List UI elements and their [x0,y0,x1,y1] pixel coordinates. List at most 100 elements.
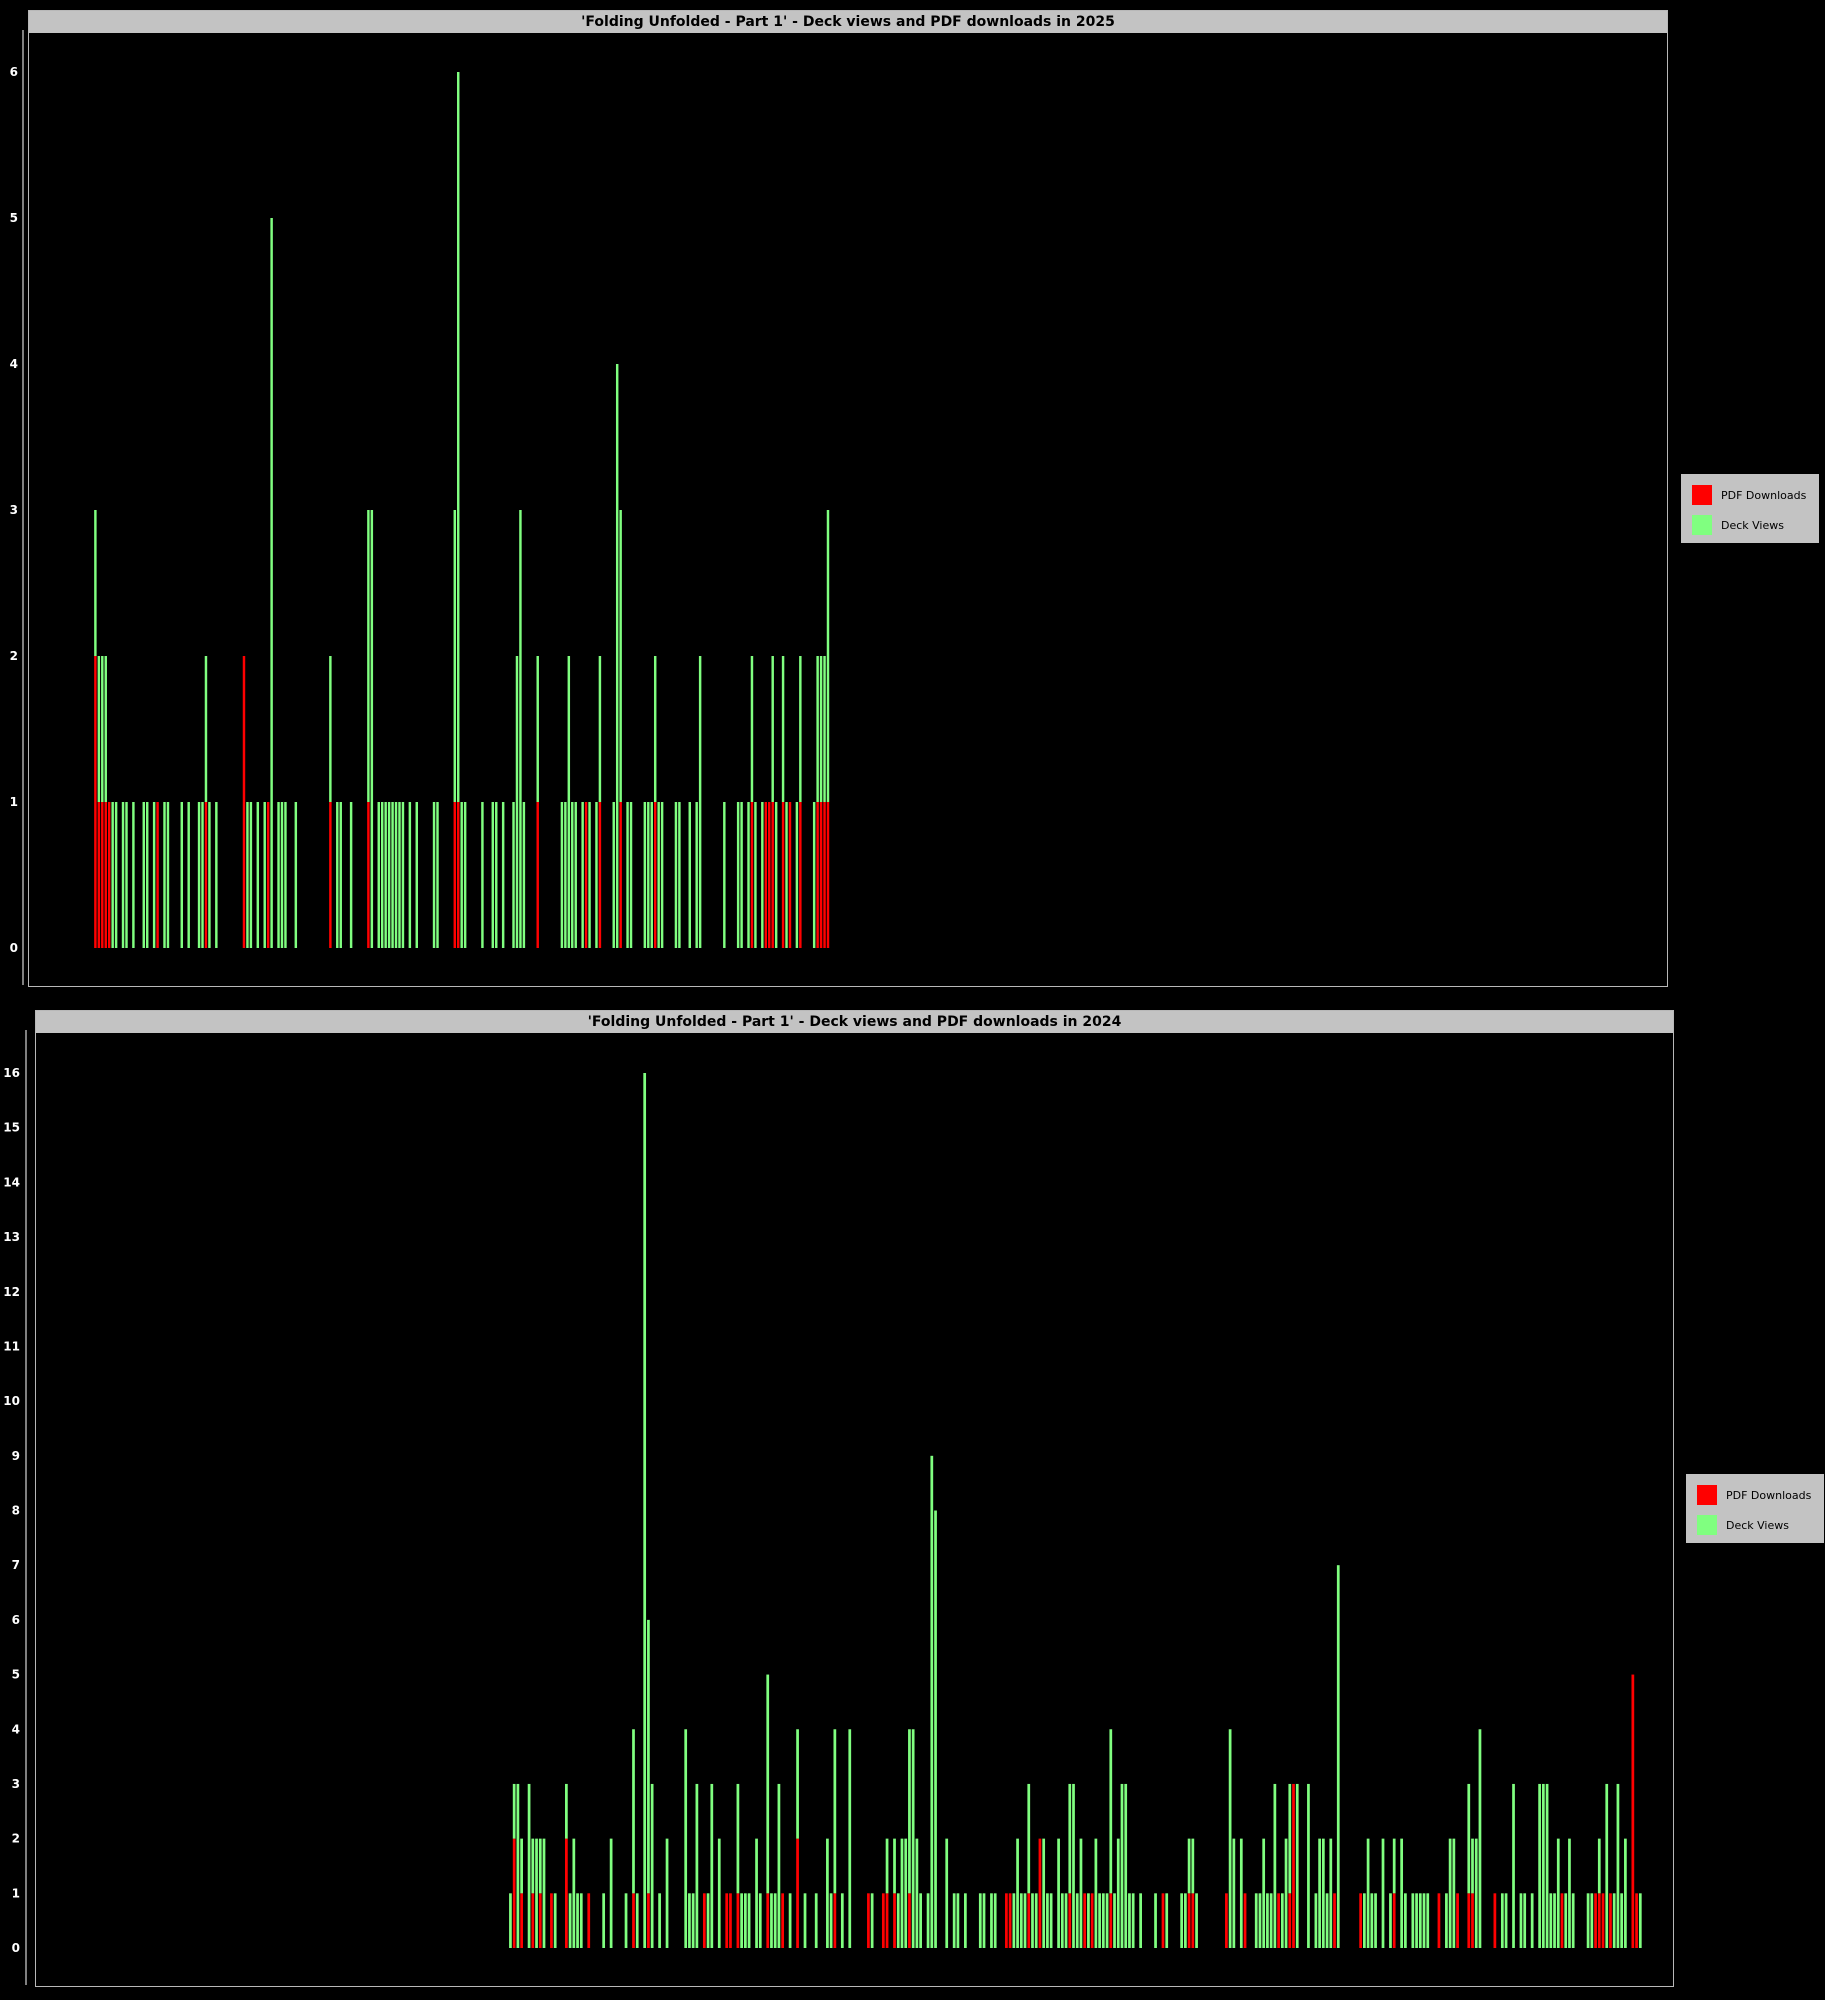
bar-deck-views [1124,1783,1128,1948]
bar-deck-views [978,1893,982,1948]
y-tick-label: 14 [3,1175,20,1189]
bar-deck-views [647,1619,650,1894]
bar-deck-views [531,1838,535,1894]
bar-deck-views [609,1838,613,1948]
bar-deck-views [581,802,584,948]
bar-deck-views [819,656,823,802]
bar-deck-views [1336,1565,1340,1948]
bar-deck-views [926,1893,930,1948]
bar-deck-views [660,802,664,948]
bar-deck-views [1321,1838,1325,1948]
bar-deck-views [982,1893,986,1948]
bar-deck-views [761,802,764,948]
bar-deck-views [904,1838,908,1948]
bar-deck-views [803,1893,807,1948]
bar-deck-views [163,802,166,948]
bar-deck-views [710,1783,714,1948]
bar-deck-views [1109,1729,1113,1894]
legend-item-pdf: PDF Downloads [1692,484,1806,506]
bar-deck-views [1105,1893,1109,1948]
bar-deck-views [1597,1838,1601,1894]
y-tick-label: 9 [12,1449,20,1463]
bar-deck-views [688,1893,691,1948]
bar-deck-views [595,802,598,948]
bar-deck-views [1165,1893,1169,1948]
bar-deck-views [1624,1838,1627,1948]
bar-deck-views [1187,1838,1191,1894]
bar-deck-views [1638,1893,1642,1948]
bar-deck-views [415,802,418,948]
bar-deck-views [535,1838,538,1948]
bar-deck-views [125,802,128,948]
y-tick-label: 4 [12,1722,20,1736]
bar-deck-views [754,802,757,948]
bar-deck-views [647,802,650,948]
bar-deck-views [615,364,619,948]
bar-deck-views [1057,1838,1060,1948]
pdf-swatch [1697,1485,1717,1505]
bar-deck-views [816,656,819,802]
bar-pdf-downloads [1471,1893,1474,1948]
bar-deck-views [771,656,774,802]
bar-deck-views [643,802,647,948]
bar-deck-views [840,1893,844,1948]
bar-pdf-downloads [1631,1674,1635,1948]
bar-deck-views [1519,1893,1523,1948]
bar-pdf-downloads [766,1893,770,1948]
bar-pdf-downloads [781,1893,785,1948]
bar-pdf-downloads [520,1893,523,1948]
bar-deck-views [284,802,287,948]
y-tick-label: 13 [3,1230,20,1244]
bar-deck-views [643,1073,647,1948]
bar-pdf-downloads [908,1893,911,1948]
bar-deck-views [723,802,726,948]
bar-deck-views [187,802,190,948]
bar-deck-views [387,802,391,948]
bar-deck-views [1620,1893,1624,1948]
bar-deck-views [990,1893,993,1948]
chart-panel-2025: 'Folding Unfolded - Part 1' - Deck views… [28,10,1668,987]
views-swatch [1692,515,1712,535]
bar-deck-views [104,656,107,802]
bar-pdf-downloads [1359,1893,1362,1948]
bar-deck-views [204,656,208,802]
bar-pdf-downloads [1027,1893,1031,1948]
bar-deck-views [650,1783,654,1948]
y-tick-label: 1 [12,1886,20,1900]
bar-deck-views [1530,1893,1534,1948]
bar-deck-views [799,656,802,802]
bar-deck-views [349,802,353,948]
bar-pdf-downloads [1594,1893,1597,1948]
plot-area-2025: 0 1 2 3 4 5 6 [10,30,830,985]
bar-pdf-downloads [771,802,774,948]
bar-deck-views [1254,1893,1258,1948]
bar-deck-views [495,802,498,948]
bar-deck-views [695,1783,699,1948]
bar-pdf-downloads [204,802,208,948]
bar-deck-views [588,802,591,948]
bar-deck-views [101,656,104,802]
bar-deck-views [572,1838,576,1948]
bar-deck-views [1027,1783,1031,1894]
bar-deck-views [758,1893,762,1948]
bar-pdf-downloads [1187,1893,1191,1948]
legend-item-pdf: PDF Downloads [1697,1484,1811,1506]
legend-label-views: Deck Views [1721,518,1784,532]
bar-deck-views [1318,1838,1321,1948]
bar-deck-views [1564,1893,1568,1948]
bar-pdf-downloads [1243,1893,1247,1948]
bar-deck-views [1418,1893,1422,1948]
y-tick-label: 8 [12,1504,20,1518]
bar-deck-views [1128,1893,1131,1948]
bar-deck-views [453,510,457,802]
bar-deck-views [632,1729,635,1894]
bar-pdf-downloads [1191,1893,1195,1948]
bar-deck-views [1400,1838,1404,1948]
bar-deck-views [1392,1838,1396,1894]
bar-deck-views [263,802,266,948]
bar-pdf-downloads [565,1838,568,1948]
bar-deck-views [934,1510,937,1948]
bar-pdf-downloads [823,802,826,948]
bar-pdf-downloads [1292,1783,1295,1948]
